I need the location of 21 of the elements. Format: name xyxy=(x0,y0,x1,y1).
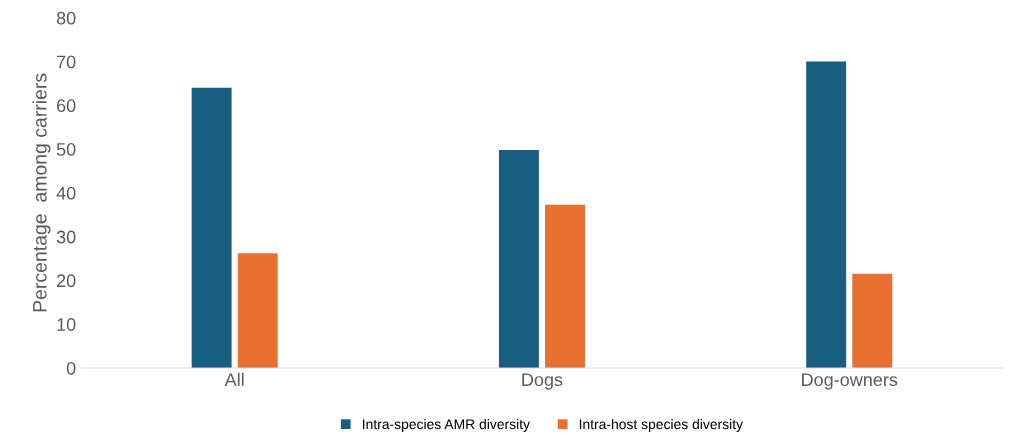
legend-label: Intra-species AMR diversity xyxy=(363,418,530,432)
bar xyxy=(806,61,847,368)
bar xyxy=(237,253,278,368)
y-axis-title: Percentage among carriers xyxy=(32,73,51,312)
y-tick-label: 70 xyxy=(57,55,76,69)
bar xyxy=(545,204,585,368)
y-tick-label: 40 xyxy=(56,186,76,200)
y-tick-label: 30 xyxy=(56,230,76,244)
legend-label: Intra-host species diversity xyxy=(579,418,743,432)
y-tick-label: 20 xyxy=(57,274,76,288)
bar xyxy=(191,87,232,368)
bar xyxy=(852,273,893,368)
x-tick-label: All xyxy=(224,372,244,386)
x-tick-label: Dog-owners xyxy=(802,373,898,390)
y-tick-label: 60 xyxy=(57,99,76,113)
y-tick-label: 10 xyxy=(57,318,76,331)
y-tick-label: 80 xyxy=(56,11,76,25)
x-tick-label: Dogs xyxy=(522,373,563,390)
y-tick-label: 0 xyxy=(66,361,76,375)
y-tick-label: 50 xyxy=(56,143,76,156)
bar xyxy=(498,150,539,368)
